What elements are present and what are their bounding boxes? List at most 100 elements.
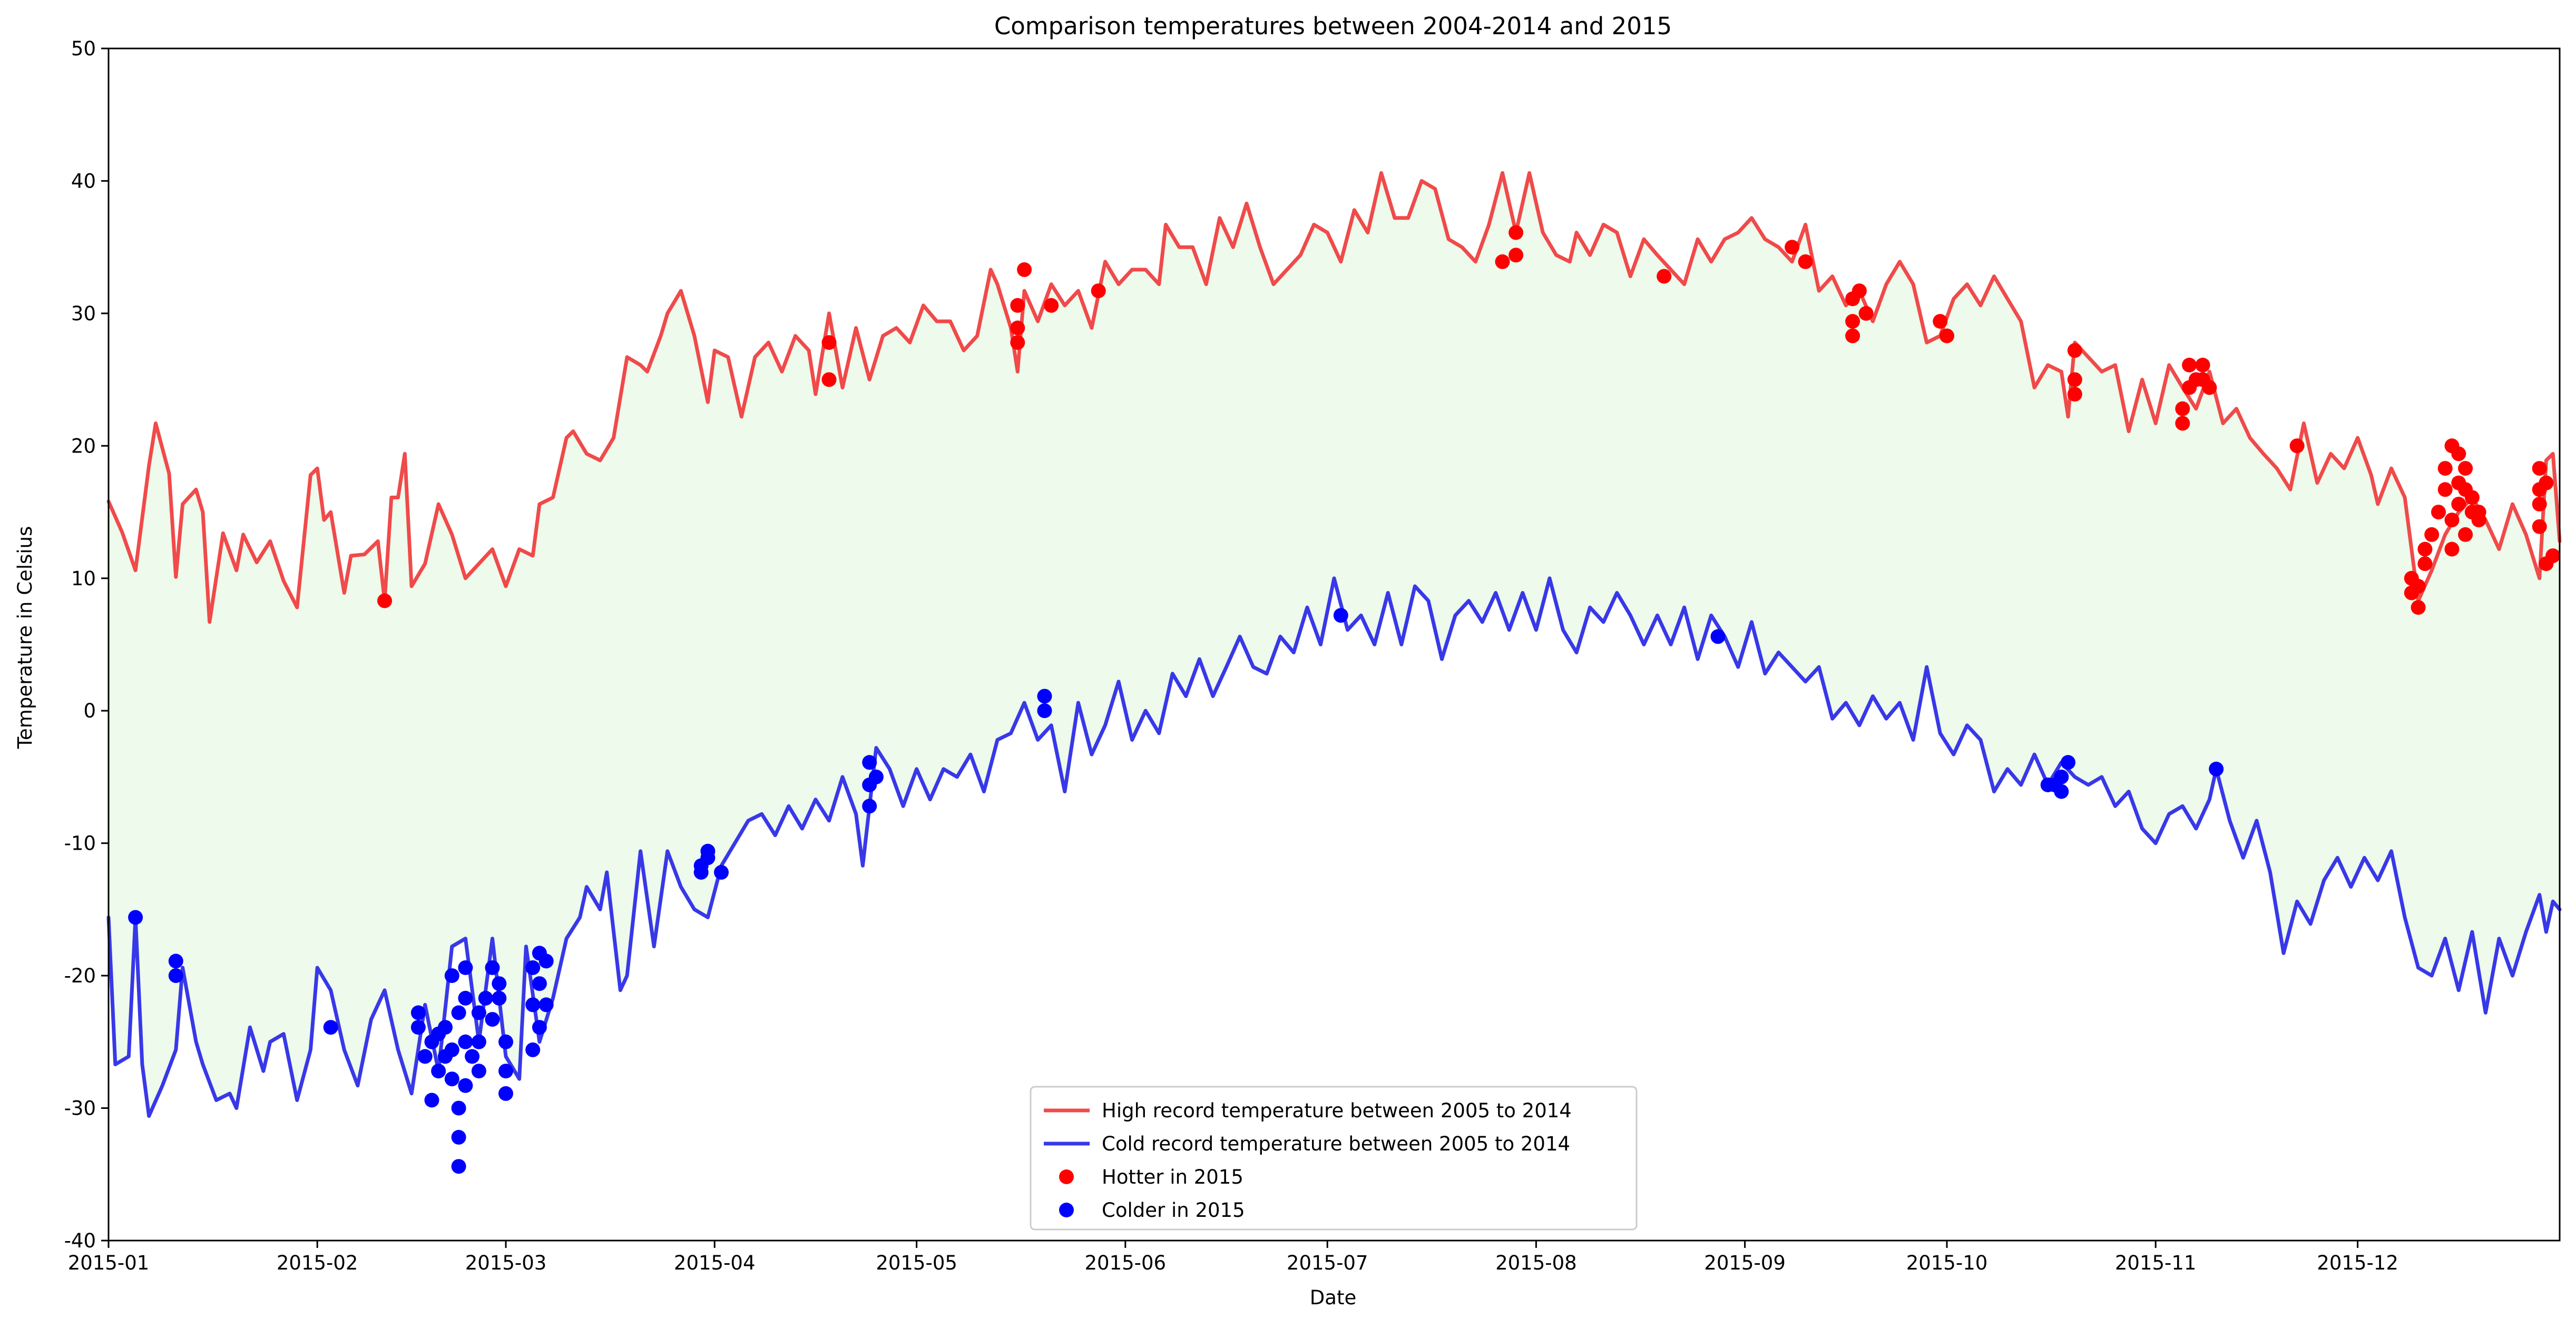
legend-label: Hotter in 2015 [1102,1166,1243,1188]
colder-point [478,990,493,1006]
colder-point [498,1086,513,1101]
hotter-point [2417,556,2433,572]
hotter-point [2195,358,2210,372]
hotter-point [1940,328,1954,343]
hotter-point [2437,461,2453,476]
fill-between-area [109,173,2560,1116]
legend-hotter-marker [1059,1169,1074,1184]
colder-point [498,1034,513,1049]
colder-point [128,910,143,925]
x-tick-label: 2015-04 [674,1252,756,1274]
hotter-point [2451,446,2466,461]
x-tick-label: 2015-07 [1287,1252,1368,1274]
colder-point [862,799,877,814]
hotter-point [2289,438,2305,454]
hotter-point [1017,262,1032,277]
colder-point [862,755,877,770]
hotter-point [1509,225,1524,240]
colder-point [451,1100,466,1116]
legend-box [1030,1086,1638,1231]
hotter-point [821,372,837,387]
colder-point [465,1049,480,1064]
colder-point [168,953,183,969]
hotter-point [2458,461,2473,476]
hotter-point [1845,314,1860,329]
x-axis-title: Date [1310,1286,1356,1309]
x-tick-label: 2015-08 [1495,1252,1577,1274]
y-tick-label: 20 [71,435,96,457]
colder-point [438,1020,453,1035]
hotter-point [2437,482,2453,497]
colder-point [471,1005,486,1020]
colder-point [458,1034,473,1049]
colder-point [444,1071,459,1087]
y-tick-label: 10 [71,567,96,590]
colder-point [458,960,473,975]
hotter-point [2182,358,2197,372]
axes-frame [107,47,2561,1242]
axes: -40 -30 -20 -10 0 10 20 30 40 50 2015-01 2015-02 201… [64,37,2561,1274]
hotter-point [1091,283,1106,299]
y-tick-label: 0 [83,700,96,722]
colder-point [492,990,507,1006]
colder-point [525,1042,541,1057]
legend-label: Cold record temperature between 2005 to … [1102,1133,1570,1155]
hotter-point [2444,542,2460,557]
hotter-point [2532,461,2547,476]
colder-point [2054,769,2069,784]
hotter-point [1044,298,1059,313]
hotter-point [1785,240,1800,255]
hotter-point [2539,475,2554,490]
colder-point [1037,703,1052,719]
colder-point [714,865,729,880]
hotter-point [1845,328,1860,343]
hotter-point [2532,497,2547,511]
hotter-point [2458,527,2473,542]
colder-point [458,990,473,1006]
cold-record-line [106,576,2562,1118]
colder-point [1710,629,1726,644]
x-tick-label: 2015-12 [2317,1252,2398,1274]
colder-point [168,968,183,983]
hotter-point [821,335,837,350]
x-tick-label: 2015-09 [1704,1252,1786,1274]
colder-point [525,997,541,1012]
hotter-point [2431,505,2446,520]
legend-colder-marker [1059,1203,1074,1217]
legend-label: High record temperature between 2005 to … [1102,1099,1572,1122]
colder-point [424,1093,439,1108]
y-tick-label: -10 [64,832,96,855]
colder-point [1333,608,1348,623]
colder-point [410,1020,426,1035]
colder-point [485,1012,500,1027]
colder-point [431,1064,446,1079]
hotter-point [1010,320,1025,336]
colder-point [498,1064,513,1079]
colder-point [444,1042,459,1057]
hotter-point [377,593,392,608]
hotter-point [2067,372,2082,387]
hotter-point [1509,248,1524,263]
y-axis-title: Temperature in Celsius [14,526,36,750]
hotter-point [2411,578,2426,594]
hotter-point [2545,548,2561,563]
high-record-line [106,171,2562,624]
hotter-point [2424,527,2440,542]
colder-point [444,968,459,983]
x-tick-label: 2015-11 [2115,1252,2197,1274]
hotter-point [2417,542,2433,557]
hotter-point [1858,306,1874,321]
colder-point [492,976,507,991]
colder-point [471,1034,486,1049]
colder-point [451,1159,466,1174]
y-tick-label: -40 [64,1229,96,1252]
colder-point [1037,688,1052,704]
x-tick-label: 2015-03 [465,1252,547,1274]
colder-point [451,1005,466,1020]
y-tick-label: 50 [71,37,96,60]
x-tick-label: 2015-10 [1906,1252,1988,1274]
hotter-point [2451,497,2466,511]
hotter-point [2444,513,2460,528]
colder-point [2209,761,2224,776]
